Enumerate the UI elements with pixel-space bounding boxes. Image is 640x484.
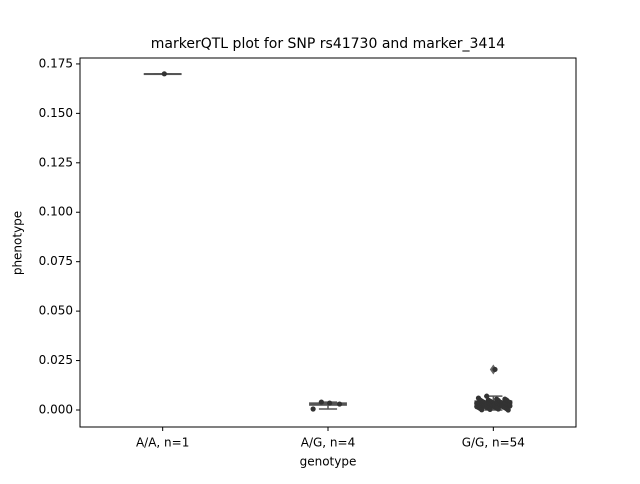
x-tick-label: A/A, n=1 bbox=[136, 436, 189, 450]
x-axis-label: genotype bbox=[300, 455, 357, 469]
point bbox=[161, 71, 167, 77]
x-tick-label: A/G, n=4 bbox=[301, 436, 355, 450]
y-tick-label: 0.050 bbox=[39, 304, 73, 318]
y-tick-label: 0.000 bbox=[39, 402, 73, 416]
point bbox=[310, 406, 316, 412]
point bbox=[318, 399, 324, 405]
point bbox=[327, 400, 333, 406]
x-tick-label: G/G, n=54 bbox=[462, 436, 525, 450]
point bbox=[487, 406, 493, 413]
y-tick-label: 0.150 bbox=[39, 106, 73, 120]
point bbox=[479, 407, 485, 413]
y-tick-label: 0.100 bbox=[39, 205, 73, 219]
point bbox=[492, 366, 498, 373]
chart-title: markerQTL plot for SNP rs41730 and marke… bbox=[151, 36, 506, 52]
point bbox=[484, 393, 490, 399]
point bbox=[336, 401, 343, 407]
y-tick-label: 0.125 bbox=[39, 155, 73, 169]
point bbox=[495, 406, 501, 412]
y-tick-label: 0.025 bbox=[39, 353, 73, 367]
y-tick-label: 0.075 bbox=[39, 254, 73, 268]
plot-frame bbox=[79, 57, 577, 428]
y-tick-label: 0.175 bbox=[39, 56, 73, 70]
y-axis-label: phenotype bbox=[11, 211, 25, 275]
point bbox=[505, 407, 511, 413]
